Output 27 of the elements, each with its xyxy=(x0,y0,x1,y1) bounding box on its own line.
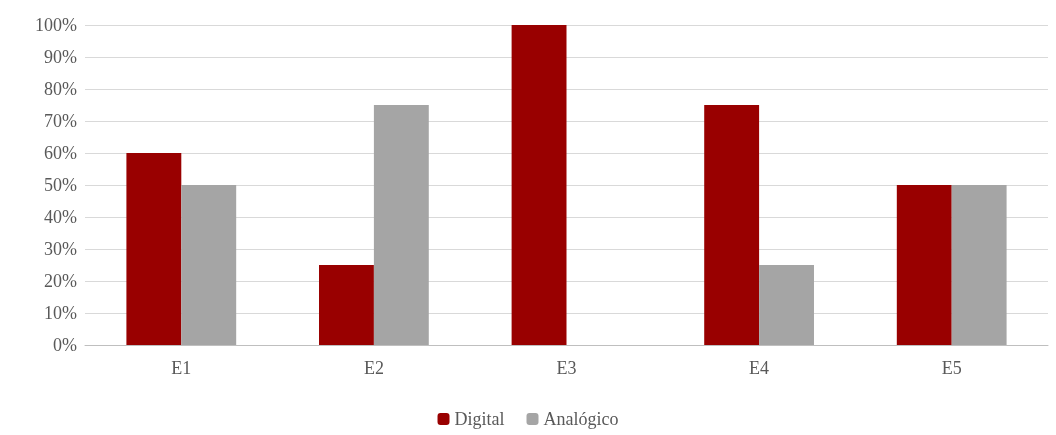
legend-label: Analógico xyxy=(543,409,619,429)
y-tick-label: 50% xyxy=(44,175,77,195)
bar xyxy=(511,25,567,345)
x-tick-label: E1 xyxy=(171,358,192,378)
bar xyxy=(126,153,182,345)
y-tick-label: 40% xyxy=(44,207,77,227)
y-tick-label: 80% xyxy=(44,79,77,99)
y-tick-label: 60% xyxy=(44,143,77,163)
y-tick-label: 30% xyxy=(44,239,77,259)
legend-label: Digital xyxy=(454,409,505,429)
x-tick-label: E2 xyxy=(363,358,384,378)
y-tick-label: 100% xyxy=(35,15,77,35)
x-tick-label: E5 xyxy=(941,358,962,378)
x-tick-label: E3 xyxy=(556,358,577,378)
y-tick-label: 90% xyxy=(44,47,77,67)
y-tick-label: 10% xyxy=(44,303,77,323)
y-tick-label: 20% xyxy=(44,271,77,291)
bar xyxy=(181,185,237,345)
bar xyxy=(704,105,760,345)
bar xyxy=(951,185,1007,345)
bar xyxy=(896,185,952,345)
bar xyxy=(373,105,429,345)
x-tick-label: E4 xyxy=(749,358,770,378)
y-tick-label: 0% xyxy=(53,335,77,355)
bar xyxy=(319,265,374,345)
y-tick-label: 70% xyxy=(44,111,77,131)
bar xyxy=(759,265,814,345)
